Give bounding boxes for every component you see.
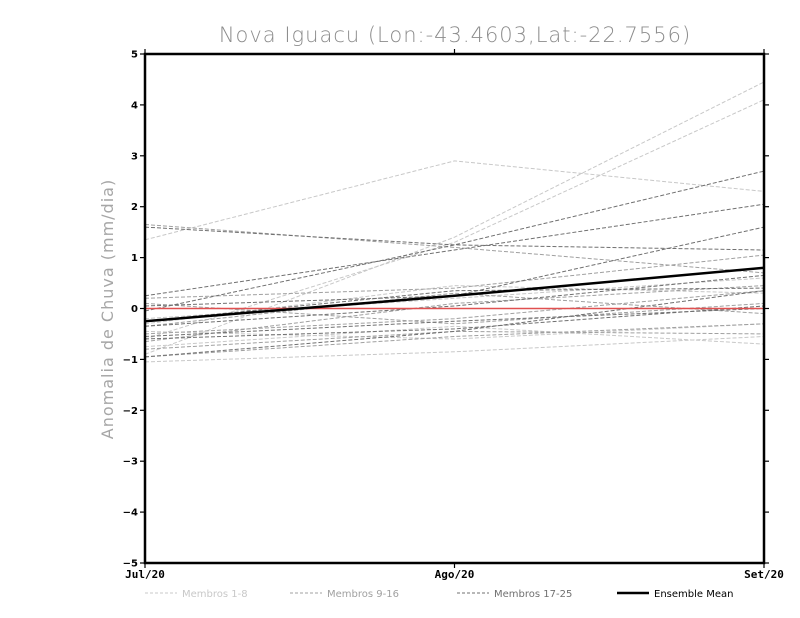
- y-tick-label: −3: [123, 457, 138, 468]
- y-tick-label: −1: [123, 355, 138, 366]
- y-tick-label: 0: [131, 304, 138, 315]
- y-tick-label: 3: [131, 151, 138, 162]
- member-series-line: [144, 226, 765, 307]
- y-tick-label: −2: [123, 406, 138, 417]
- member-series-line: [144, 292, 765, 327]
- member-series-line: [144, 226, 765, 251]
- y-axis-label: Anomalia de Chuva (mm/dia): [98, 179, 117, 439]
- member-series-line: [144, 99, 765, 340]
- legend-label: Membros 17-25: [494, 589, 572, 600]
- member-series-line: [144, 323, 765, 340]
- member-series-line: [144, 224, 765, 274]
- mean-layer: [144, 266, 765, 323]
- legend-label: Membros 9-16: [327, 589, 399, 600]
- y-ticks: −5 −4 −3 −2 −1 0 1 2 3 4 5: [123, 50, 769, 570]
- legend-label: Membros 1-8: [182, 589, 248, 600]
- y-tick-label: −4: [123, 508, 138, 519]
- member-series-line: [144, 285, 765, 343]
- member-series-line: [144, 325, 765, 348]
- member-series-line: [144, 203, 765, 297]
- member-series-line: [144, 323, 765, 358]
- member-series-line: [144, 336, 765, 363]
- legend: Membros 1-8 Membros 9-16 Membros 17-25 Ense…: [145, 589, 733, 600]
- member-series-line: [144, 305, 765, 340]
- member-series-line: [144, 160, 765, 241]
- x-tick-label: Ago/20: [435, 568, 475, 581]
- member-series-line: [144, 274, 765, 327]
- member-series-line: [144, 290, 765, 358]
- member-series-line: [144, 254, 765, 299]
- y-tick-label: −5: [123, 559, 138, 570]
- member-series-line: [144, 330, 765, 350]
- x-tick-label: Set/20: [744, 568, 784, 581]
- series-layer: [144, 81, 765, 363]
- ensemble-mean-line: [144, 266, 765, 323]
- member-series-line: [144, 308, 765, 337]
- y-tick-label: 1: [131, 253, 138, 264]
- y-tick-label: 5: [131, 50, 138, 61]
- member-series-line: [144, 302, 765, 325]
- member-series-line: [144, 170, 765, 312]
- chart-title: Nova Iguacu (Lon:-43.4603,Lat:-22.7556): [219, 23, 691, 47]
- y-tick-label: 4: [131, 100, 138, 111]
- legend-label: Ensemble Mean: [654, 589, 733, 600]
- member-series-line: [144, 287, 765, 322]
- y-tick-label: 2: [131, 202, 138, 213]
- x-ticks: Jul/20 Ago/20 Set/20: [125, 49, 784, 581]
- x-tick-label: Jul/20: [125, 568, 165, 581]
